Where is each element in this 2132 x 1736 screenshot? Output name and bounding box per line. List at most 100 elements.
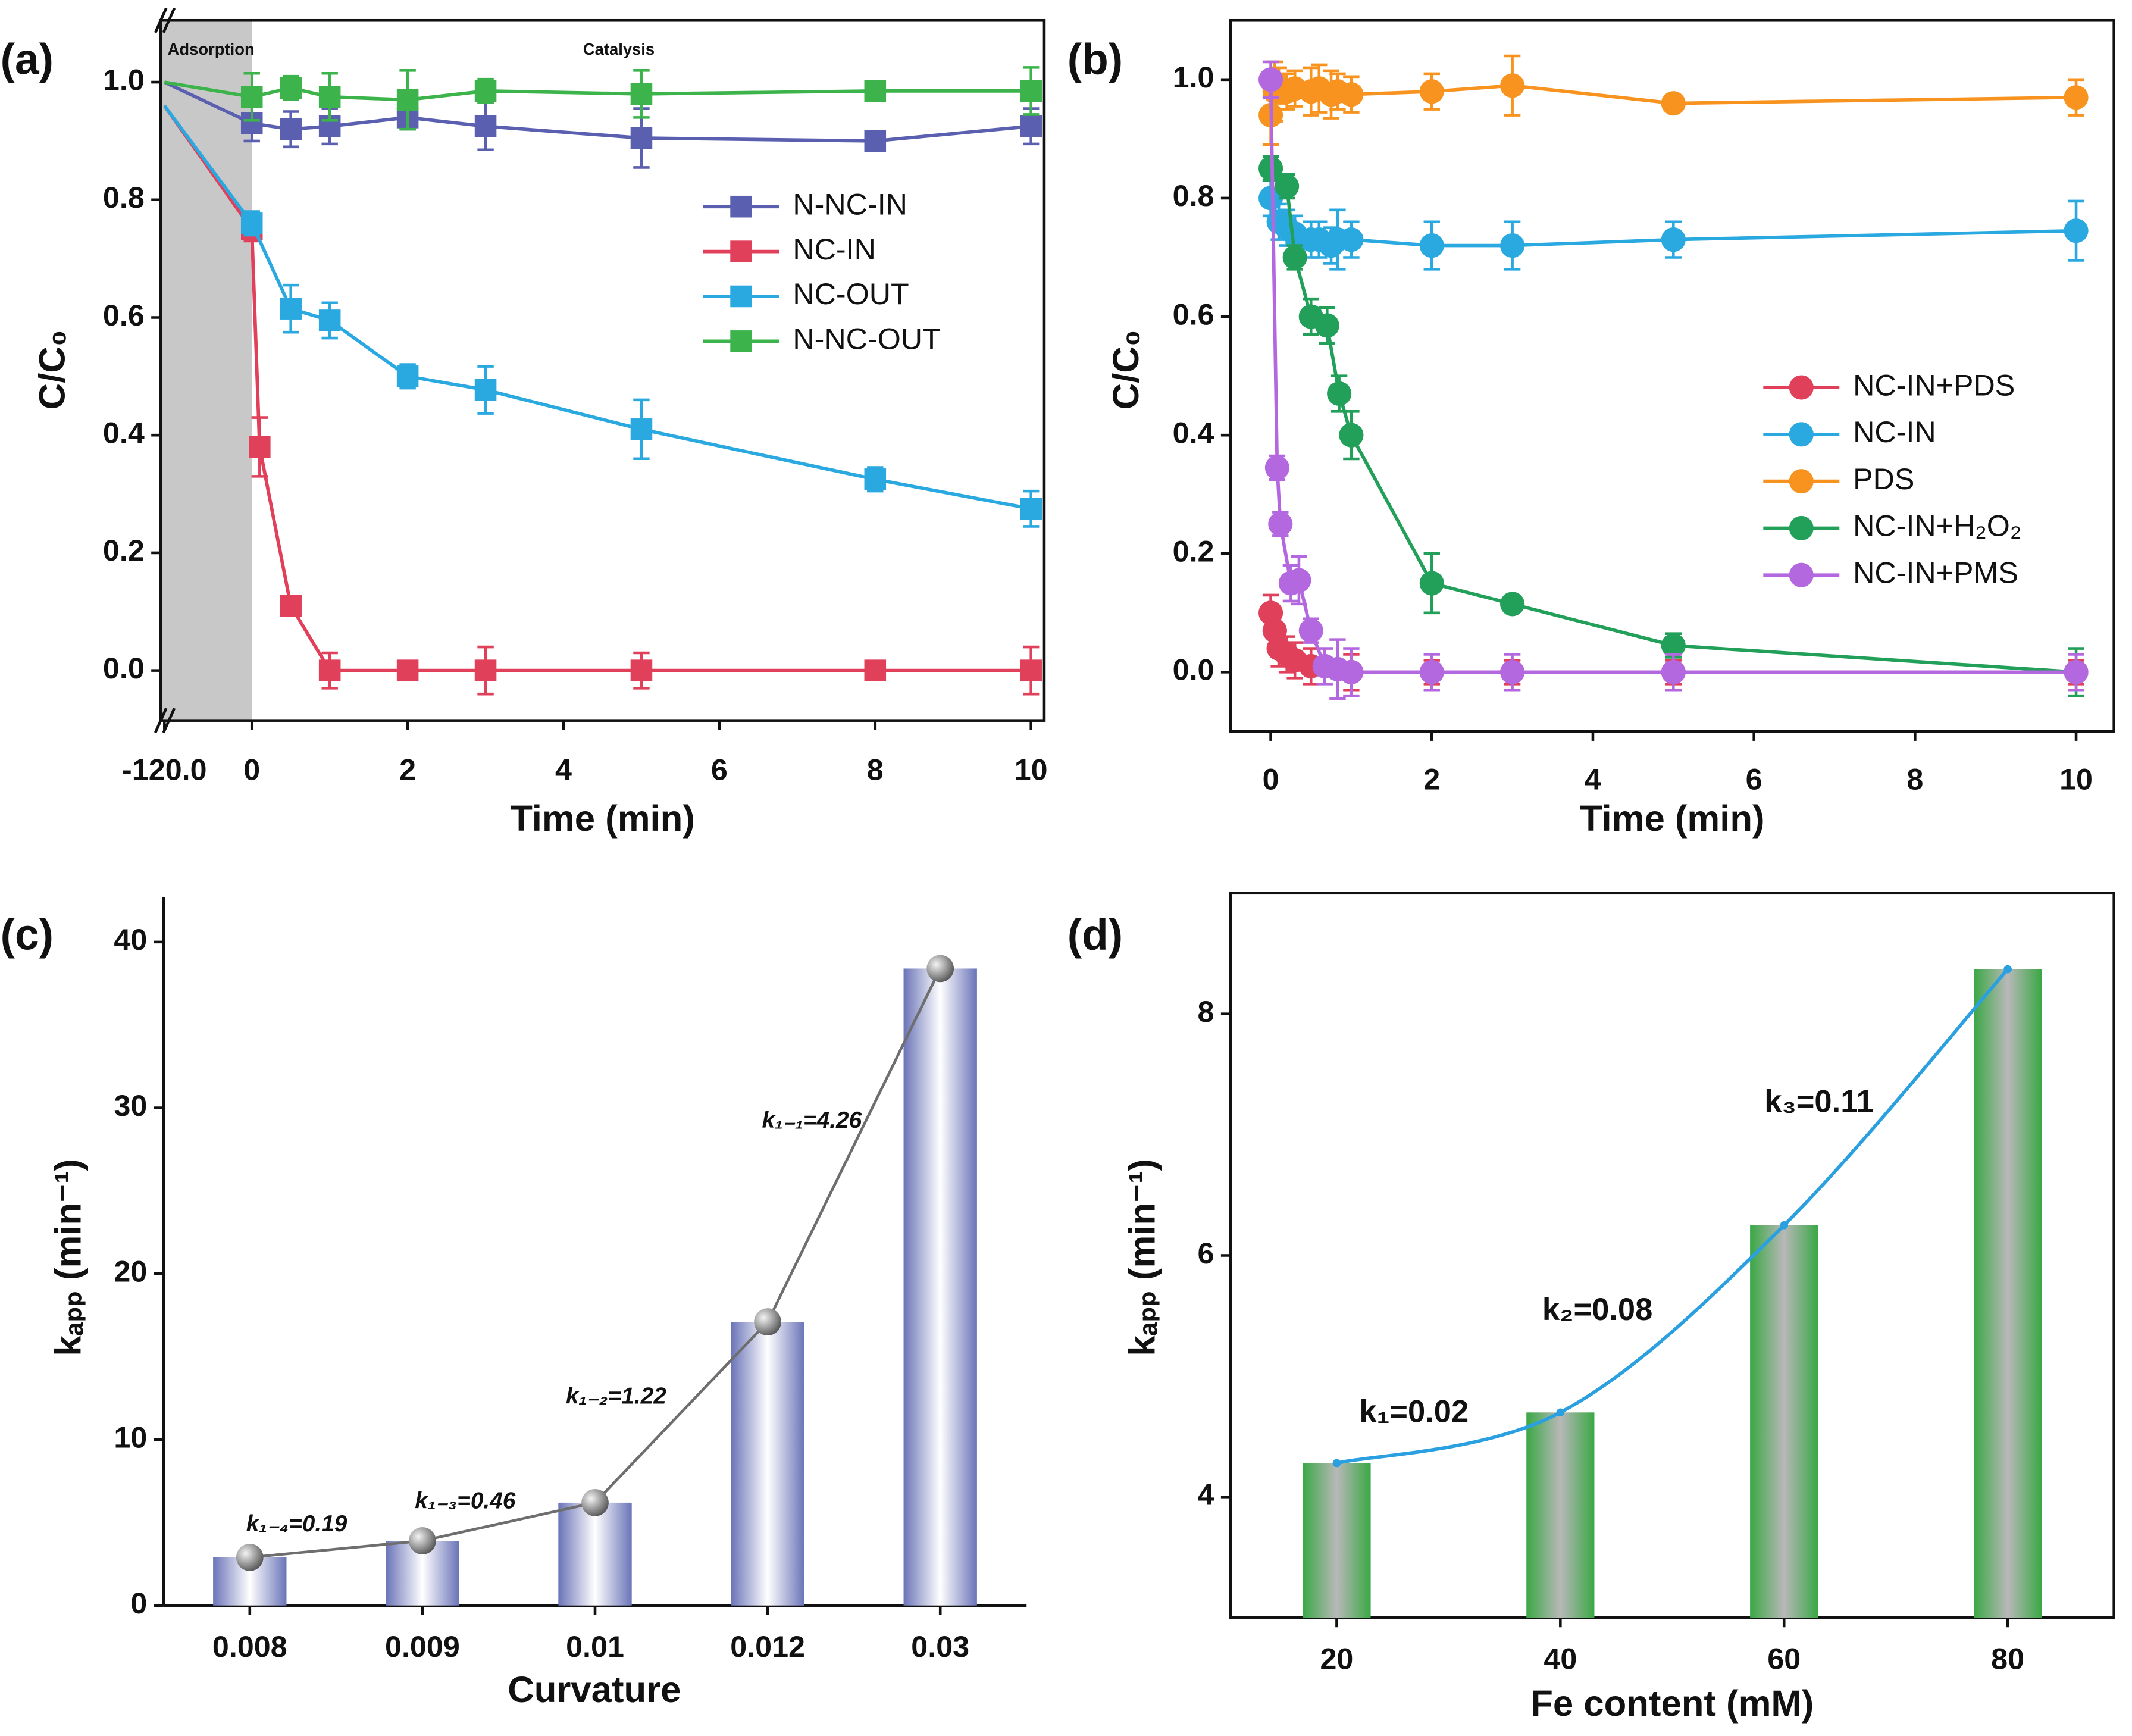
x-tick-label: 2	[1423, 763, 1440, 796]
x-axis-title: Time (min)	[1580, 798, 1765, 839]
marker	[249, 436, 271, 458]
point	[409, 1527, 436, 1554]
marker	[864, 659, 887, 681]
legend-label: N-NC-OUT	[793, 323, 940, 356]
x-tick-label: 8	[1906, 763, 1923, 796]
marker	[474, 659, 497, 681]
marker	[2064, 659, 2089, 684]
y-tick-label: 0.6	[103, 299, 145, 332]
marker	[1258, 67, 1283, 92]
legend-marker	[730, 240, 752, 262]
bar	[1303, 1463, 1371, 1618]
legend-label: NC-IN	[793, 233, 876, 266]
marker	[1661, 659, 1686, 684]
panel-label: (d)	[1067, 911, 1123, 959]
legend-label: NC-OUT	[793, 277, 909, 311]
axis-break	[154, 7, 168, 33]
y-tick-label: 20	[114, 1255, 147, 1288]
marker	[2064, 85, 2089, 110]
adsorption-region	[161, 20, 252, 721]
y-tick-label: 40	[114, 923, 147, 956]
x-tick-label: 2	[399, 753, 416, 787]
point	[2003, 965, 2012, 974]
axis-break	[162, 7, 176, 33]
annotation: k₁₋₄=0.19	[246, 1511, 347, 1537]
marker	[1419, 571, 1444, 596]
x-tick-label: 4	[555, 753, 572, 787]
y-axis-title: kₐₚₚ (min⁻¹)	[1122, 1159, 1163, 1356]
marker	[1500, 592, 1525, 617]
marker	[318, 659, 341, 681]
panel-label: (b)	[1067, 35, 1123, 83]
point	[581, 1489, 609, 1516]
marker	[1661, 633, 1686, 658]
marker	[864, 80, 887, 102]
y-tick-label: 0.6	[1173, 298, 1214, 331]
y-tick-label: 8	[1198, 995, 1214, 1028]
annotation: Adsorption	[168, 40, 255, 58]
x-tick-label: 0.01	[566, 1630, 624, 1663]
marker	[864, 468, 887, 490]
marker	[280, 298, 302, 320]
marker	[1661, 91, 1686, 116]
marker	[318, 86, 341, 108]
legend-marker	[1789, 422, 1814, 447]
legend-marker	[1789, 515, 1814, 540]
bar	[558, 1502, 632, 1606]
y-tick-label: 0.8	[1173, 179, 1214, 212]
marker	[1419, 233, 1444, 258]
x-tick-label: 0.03	[911, 1630, 969, 1663]
marker	[280, 77, 302, 99]
marker	[630, 659, 653, 681]
point	[1556, 1408, 1565, 1417]
bar	[903, 968, 977, 1606]
annotation: k₁₋₃=0.46	[415, 1488, 516, 1513]
marker	[630, 83, 653, 105]
marker	[1268, 511, 1293, 537]
marker	[474, 115, 497, 137]
marker	[1264, 455, 1289, 480]
x-tick-label: 60	[1767, 1643, 1801, 1676]
y-tick-label: 1.0	[103, 63, 145, 96]
marker	[1339, 227, 1364, 252]
x-axis-title: Time (min)	[510, 798, 695, 839]
marker	[240, 212, 263, 234]
y-tick-label: 6	[1198, 1237, 1214, 1270]
marker	[1419, 659, 1444, 684]
x-tick-label: 0.012	[730, 1630, 805, 1663]
marker	[1286, 568, 1311, 593]
annotation: Catalysis	[583, 40, 655, 58]
x-tick-label: 80	[1991, 1643, 2024, 1676]
bar	[1750, 1225, 1818, 1618]
x-tick-label: 8	[867, 753, 884, 787]
point	[754, 1308, 781, 1335]
y-axis-title: kₐₚₚ (min⁻¹)	[48, 1159, 89, 1356]
legend-label: NC-IN+PDS	[1853, 368, 2015, 402]
marker	[1500, 73, 1525, 98]
marker	[1020, 115, 1042, 137]
y-tick-label: 0.4	[103, 416, 145, 449]
series-line	[162, 104, 1031, 672]
marker	[1339, 423, 1364, 448]
panel-label: (c)	[1, 911, 54, 959]
legend-marker	[1789, 469, 1814, 494]
bar	[1974, 969, 2042, 1618]
marker	[1020, 659, 1042, 681]
marker	[1282, 245, 1307, 270]
x-tick-label: 0.009	[385, 1630, 460, 1663]
legend-marker	[1789, 562, 1814, 587]
marker	[630, 127, 653, 149]
legend-label: N-NC-IN	[793, 187, 907, 221]
y-tick-label: 0.0	[1173, 653, 1214, 687]
marker	[1275, 174, 1300, 199]
bar	[1526, 1412, 1595, 1618]
plot-frame	[159, 18, 1046, 722]
x-tick-label: 40	[1544, 1643, 1577, 1676]
trend-line	[249, 968, 942, 1559]
point	[1332, 1459, 1341, 1468]
y-tick-label: 0.0	[103, 652, 145, 685]
legend-label: PDS	[1853, 462, 1914, 496]
x-axis-title: Fe content (mM)	[1530, 1683, 1814, 1724]
point	[236, 1544, 264, 1571]
